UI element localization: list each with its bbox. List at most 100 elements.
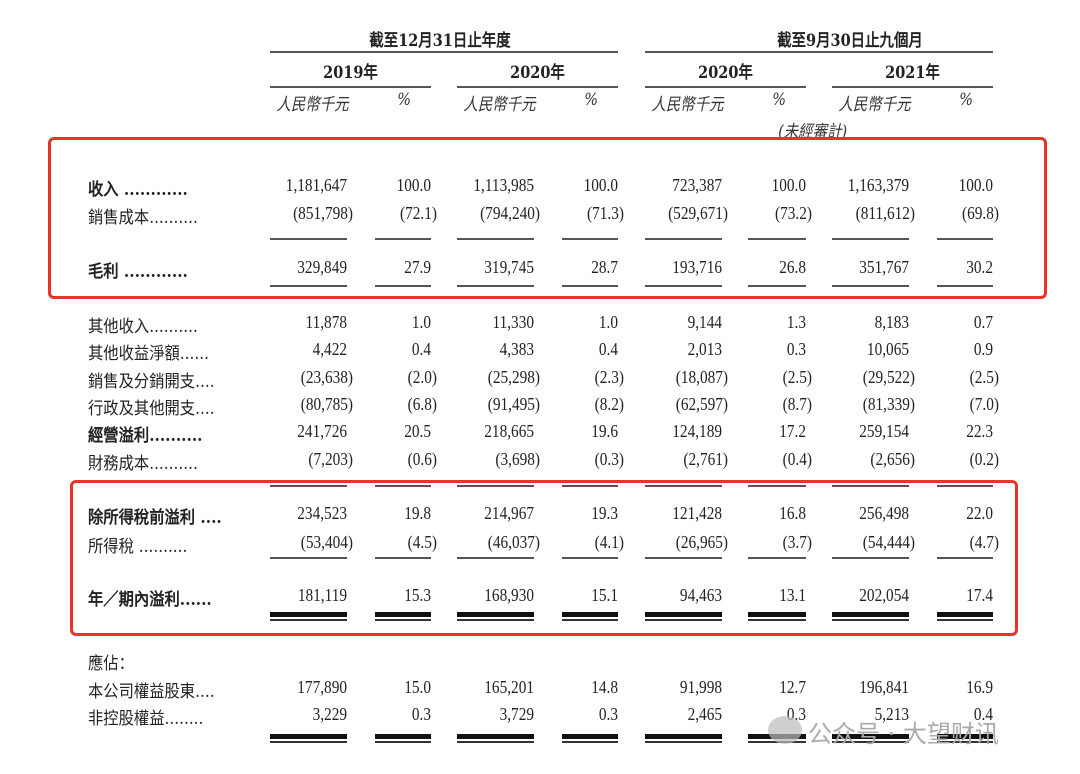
row-label: 本公司權益股東....: [88, 682, 215, 702]
group-header-nine-months: 截至9月30日止九個月: [777, 31, 923, 51]
unit-pct: %: [959, 90, 973, 110]
cell-value: 0.4: [598, 339, 618, 359]
cell-value: 0.4: [973, 704, 993, 724]
cell-value: 0.9: [973, 339, 993, 359]
cell-value: 26.8: [779, 257, 806, 277]
cell-value: 1,181,647: [285, 175, 347, 195]
cell-value: 17.4: [966, 585, 993, 605]
cell-value: (6.8): [407, 394, 437, 414]
underline: [270, 285, 347, 287]
cell-value: (26,965): [675, 532, 728, 552]
cell-value: (2.5): [782, 367, 812, 387]
cell-value: 121,428: [672, 503, 722, 523]
cell-value: 19.3: [591, 503, 618, 523]
group-header-annual: 截至12月31日止年度: [369, 31, 511, 51]
row-label: 應佔：: [88, 654, 134, 674]
unit-pct: %: [772, 90, 786, 110]
cell-value: (3,698): [495, 449, 540, 469]
cell-value: 234,523: [297, 503, 347, 523]
cell-value: 30.2: [966, 257, 993, 277]
cell-value: (54,444): [862, 532, 915, 552]
cell-value: 91,998: [679, 677, 722, 697]
divider: [457, 86, 618, 88]
double-underline: [645, 734, 722, 743]
cell-value: 19.6: [591, 421, 618, 441]
cell-value: (69.8): [962, 203, 999, 223]
double-underline: [562, 734, 618, 743]
cell-value: (0.6): [407, 449, 437, 469]
underline: [645, 485, 722, 487]
underline: [748, 238, 806, 240]
divider: [645, 51, 993, 53]
cell-value: (25,298): [487, 367, 540, 387]
cell-value: 22.0: [966, 503, 993, 523]
cell-value: 256,498: [859, 503, 909, 523]
cell-value: 16.9: [966, 677, 993, 697]
cell-value: 3,229: [312, 704, 347, 724]
cell-value: 100.0: [583, 175, 618, 195]
cell-value: 177,890: [297, 677, 347, 697]
cell-value: 2,013: [687, 339, 722, 359]
double-underline: [375, 612, 431, 621]
unit-amount: 人民幣千元: [463, 95, 536, 115]
cell-value: 10,065: [866, 339, 909, 359]
cell-value: 15.0: [404, 677, 431, 697]
cell-value: (851,798): [293, 203, 353, 223]
cell-value: 202,054: [859, 585, 909, 605]
row-label: 其他收入..........: [88, 317, 198, 337]
cell-value: (7.0): [969, 394, 999, 414]
cell-value: 196,841: [859, 677, 909, 697]
row-label: 財務成本..........: [88, 454, 198, 474]
row-label: 除所得稅前溢利 ....: [88, 508, 222, 528]
cell-value: 20.5: [404, 421, 431, 441]
cell-value: (2.5): [969, 367, 999, 387]
underline: [270, 485, 347, 487]
underline: [562, 285, 618, 287]
cell-value: (73.2): [775, 203, 812, 223]
unit-amount: 人民幣千元: [276, 95, 349, 115]
cell-value: (91,495): [487, 394, 540, 414]
double-underline: [645, 612, 722, 621]
underline: [562, 557, 618, 559]
underline: [270, 238, 347, 240]
row-label: 銷售成本..........: [88, 208, 198, 228]
cell-value: 259,154: [859, 421, 909, 441]
cell-value: 8,183: [874, 312, 909, 332]
cell-value: 319,745: [484, 257, 534, 277]
cell-value: 9,144: [687, 312, 722, 332]
row-label: 年／期內溢利......: [88, 590, 212, 610]
cell-value: 11,330: [492, 312, 534, 332]
double-underline: [270, 734, 347, 743]
double-underline: [375, 734, 431, 743]
divider: [645, 86, 806, 88]
underline: [375, 238, 431, 240]
underline: [937, 238, 993, 240]
cell-value: (4.1): [594, 532, 624, 552]
divider: [270, 51, 618, 53]
cell-value: 723,387: [672, 175, 722, 195]
cell-value: 13.1: [779, 585, 806, 605]
cell-value: (29,522): [862, 367, 915, 387]
cell-value: 1.0: [411, 312, 431, 332]
cell-value: 100.0: [771, 175, 806, 195]
double-underline: [270, 612, 347, 621]
cell-value: (0.2): [969, 449, 999, 469]
cell-value: (80,785): [300, 394, 353, 414]
underline: [562, 485, 618, 487]
underline: [645, 285, 722, 287]
wechat-icon: [768, 716, 802, 744]
cell-value: (71.3): [587, 203, 624, 223]
cell-value: 351,767: [859, 257, 909, 277]
underline: [937, 557, 993, 559]
row-label: 收入 ............: [88, 180, 188, 200]
underline: [645, 238, 722, 240]
cell-value: (529,671): [668, 203, 728, 223]
cell-value: 218,665: [484, 421, 534, 441]
underline: [562, 238, 618, 240]
cell-value: (2.3): [594, 367, 624, 387]
cell-value: (62,597): [675, 394, 728, 414]
cell-value: (2.0): [407, 367, 437, 387]
cell-value: (3.7): [782, 532, 812, 552]
cell-value: 27.9: [404, 257, 431, 277]
cell-value: (4.7): [969, 532, 999, 552]
